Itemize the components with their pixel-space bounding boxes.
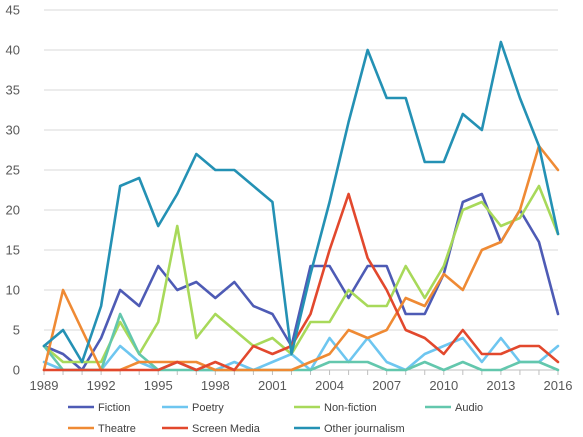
y-tick-label: 25	[6, 163, 20, 178]
legend-item: Non-fiction	[294, 402, 377, 414]
x-tick-label: 1989	[30, 378, 59, 393]
gridlines	[44, 9, 558, 331]
x-tick-label: 2013	[486, 378, 515, 393]
legend-item: Poetry	[162, 402, 224, 414]
legend-item: Screen Media	[162, 423, 261, 435]
series-line-poetry	[42, 336, 560, 372]
x-tick-label: 2001	[258, 378, 287, 393]
y-tick-label: 0	[13, 363, 20, 378]
y-tick-label: 30	[6, 123, 20, 138]
x-tick-label: 1992	[87, 378, 116, 393]
legend-label: Non-fiction	[324, 402, 377, 414]
legend-item: Other journalism	[294, 423, 405, 435]
series-line-non-fiction	[42, 184, 560, 364]
y-tick-label: 45	[6, 3, 20, 18]
legend-label: Audio	[455, 402, 483, 414]
x-tick-label: 2004	[315, 378, 344, 393]
legend-item: Fiction	[68, 402, 130, 414]
legend: Fiction Poetry Non-fiction Audio Theatre Scre…	[68, 402, 483, 435]
y-tick-label: 15	[6, 243, 20, 258]
x-tick-label: 1995	[144, 378, 173, 393]
legend-label: Screen Media	[192, 423, 261, 435]
y-tick-label: 20	[6, 203, 20, 218]
legend-item: Audio	[425, 402, 483, 414]
x-axis-ticks: 1989 1992 1995 1998 2001 2004 2007 2010 2013 2016	[30, 370, 573, 393]
y-tick-label: 5	[13, 323, 20, 338]
series-line-fiction	[42, 192, 560, 372]
legend-label: Poetry	[192, 402, 224, 414]
x-tick-label: 1998	[201, 378, 230, 393]
legend-label: Theatre	[98, 423, 136, 435]
legend-item: Theatre	[68, 423, 136, 435]
x-tick-label: 2007	[372, 378, 401, 393]
y-tick-label: 10	[6, 283, 20, 298]
legend-label: Other journalism	[324, 423, 405, 435]
x-tick-label: 2010	[429, 378, 458, 393]
series-line-audio	[42, 312, 560, 372]
series-lines	[42, 40, 560, 372]
y-axis-ticks: 0 5 10 15 20 25 30 35 40 45	[6, 3, 20, 378]
series-line-theatre	[42, 144, 560, 372]
series-line-screen-media	[42, 192, 560, 372]
y-tick-label: 35	[6, 83, 20, 98]
series-line-other-journalism	[42, 40, 560, 364]
legend-label: Fiction	[98, 402, 130, 414]
x-tick-label: 2016	[544, 378, 573, 393]
y-tick-label: 40	[6, 43, 20, 58]
